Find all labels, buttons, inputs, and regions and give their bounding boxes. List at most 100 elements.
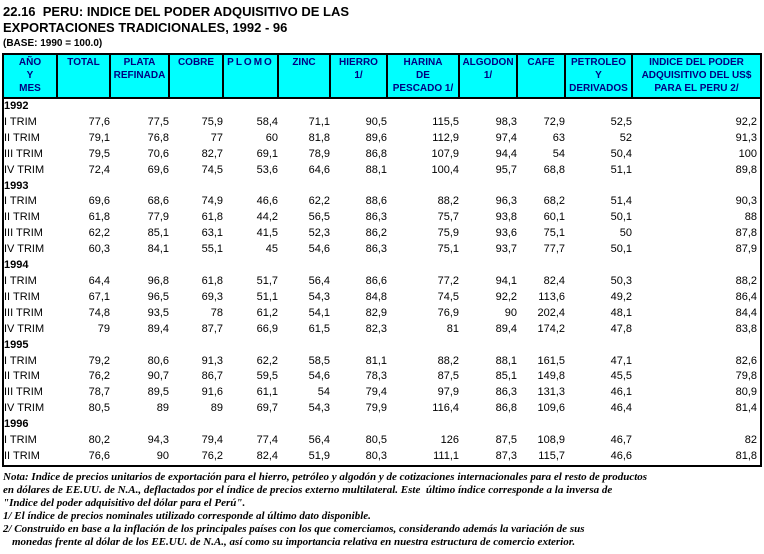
table-cell: 80,5 bbox=[88, 402, 110, 415]
table-cell: 61,8 bbox=[201, 211, 223, 224]
table-cell: 60,3 bbox=[88, 243, 110, 256]
table-cell: 79,4 bbox=[201, 434, 223, 447]
note-line-2: en dólares de EE.UU. de N.A., deflactado… bbox=[3, 483, 613, 496]
table-cell: 79 bbox=[97, 322, 110, 335]
table-cell bbox=[632, 258, 761, 274]
table-cell: 51,1 bbox=[256, 290, 278, 303]
table-cell: 111,1 bbox=[433, 449, 459, 462]
table-cell: 80,6 bbox=[147, 354, 169, 367]
table-cell bbox=[278, 179, 330, 195]
table-cell: 90,3 bbox=[735, 195, 757, 208]
table-cell: 76,8 bbox=[147, 131, 169, 144]
table-cell: 74,5 bbox=[437, 290, 459, 303]
table-cell: 90 bbox=[156, 449, 169, 462]
table-cell bbox=[223, 179, 278, 195]
table-cell: 64,6 bbox=[308, 163, 330, 176]
table-row: II TRIM 76,6 90 76,2 82,4 51,9 80,3 111,1 87,3 11… bbox=[3, 449, 761, 466]
note-line-4: 1/ El índice de precios nominales utiliz… bbox=[3, 509, 371, 522]
table-row: I TRIM 69,6 68,6 74,9 46,6 62,2 88,6 88,2 96,3 68… bbox=[3, 194, 761, 210]
table-cell bbox=[459, 98, 517, 115]
table-cell: 86,8 bbox=[495, 402, 517, 415]
table-cell: 149,8 bbox=[537, 370, 565, 383]
row-label: IV TRIM bbox=[4, 243, 45, 256]
year-row: 1994 bbox=[3, 258, 761, 274]
row-label: III TRIM bbox=[4, 386, 43, 399]
table-cell: 80,2 bbox=[88, 434, 110, 447]
table-cell bbox=[57, 417, 110, 433]
table-cell: 90,7 bbox=[147, 370, 169, 383]
table-cell: 85,1 bbox=[495, 370, 517, 383]
table-cell: 86,2 bbox=[365, 227, 387, 240]
table-cell: 77 bbox=[210, 131, 223, 144]
table-cell: 88,1 bbox=[495, 354, 517, 367]
table-cell bbox=[110, 258, 169, 274]
table-cell: 86,6 bbox=[365, 274, 387, 287]
table-cell: 91,6 bbox=[201, 386, 223, 399]
col-header-total: TOTAL bbox=[56, 53, 111, 99]
table-cell: 51,1 bbox=[610, 163, 632, 176]
row-label: II TRIM bbox=[4, 370, 40, 383]
table-cell: 60 bbox=[265, 131, 278, 144]
table-cell: 86,4 bbox=[735, 290, 757, 303]
table-cell: 91,3 bbox=[735, 131, 757, 144]
table-cell: 48,1 bbox=[610, 306, 632, 319]
table-cell: 84,8 bbox=[365, 290, 387, 303]
table-cell: 69,3 bbox=[201, 290, 223, 303]
table-cell: 52,3 bbox=[308, 227, 330, 240]
year-row: 1996 bbox=[3, 417, 761, 433]
table-cell: 66,9 bbox=[256, 322, 278, 335]
table-cell: 56,4 bbox=[308, 274, 330, 287]
table-cell: 68,8 bbox=[543, 163, 565, 176]
table-cell bbox=[387, 338, 459, 354]
note-line-3: "Indice del poder adquisitivo del dólar … bbox=[3, 496, 246, 509]
table-cell bbox=[517, 179, 565, 195]
table-cell: 88 bbox=[744, 211, 757, 224]
table-row: I TRIM 80,2 94,3 79,4 77,4 56,4 80,5 126 87,5 108… bbox=[3, 433, 761, 449]
row-label: IV TRIM bbox=[4, 402, 45, 415]
table-cell: 70,6 bbox=[147, 147, 169, 160]
title-block: 22.16 PERU: INDICE DEL PODER ADQUISITIVO… bbox=[0, 0, 764, 50]
table-cell: 100 bbox=[738, 147, 757, 160]
table-cell: 79,5 bbox=[88, 147, 110, 160]
table-cell bbox=[110, 179, 169, 195]
table-cell: 69,6 bbox=[88, 195, 110, 208]
table-cell: 81,4 bbox=[735, 402, 757, 415]
table-cell: 54,6 bbox=[308, 370, 330, 383]
row-label: I TRIM bbox=[4, 115, 37, 128]
table-cell bbox=[169, 417, 223, 433]
table-cell: 44,2 bbox=[256, 211, 278, 224]
table-cell: 96,5 bbox=[147, 290, 169, 303]
table-cell: 69,6 bbox=[147, 163, 169, 176]
table-cell: 109,6 bbox=[537, 402, 565, 415]
table-cell bbox=[565, 338, 632, 354]
table-cell: 67,1 bbox=[88, 290, 110, 303]
table-cell bbox=[517, 98, 565, 115]
table-cell: 68,6 bbox=[147, 195, 169, 208]
table-cell: 75,1 bbox=[437, 243, 459, 256]
table-cell bbox=[223, 338, 278, 354]
col-header-plata: PLATA REFINADA bbox=[109, 53, 170, 99]
page-title-line1: 22.16 PERU: INDICE DEL PODER ADQUISITIVO… bbox=[3, 4, 350, 19]
table-cell: 50,1 bbox=[610, 211, 632, 224]
table-cell: 94,4 bbox=[495, 147, 517, 160]
table-cell bbox=[565, 179, 632, 195]
table-cell: 64,4 bbox=[88, 274, 110, 287]
table-cell: 89,6 bbox=[365, 131, 387, 144]
table-cell bbox=[278, 258, 330, 274]
row-label: IV TRIM bbox=[4, 163, 45, 176]
row-label: III TRIM bbox=[4, 147, 43, 160]
table-cell: 82,9 bbox=[365, 306, 387, 319]
base-year-note: (BASE: 1990 = 100.0) bbox=[3, 38, 103, 49]
table-cell: 81,1 bbox=[365, 354, 387, 367]
table-cell bbox=[223, 417, 278, 433]
table-cell: 88,6 bbox=[365, 195, 387, 208]
table-row: I TRIM 79,2 80,6 91,3 62,2 58,5 81,1 88,2 88,1 16… bbox=[3, 354, 761, 370]
table-cell bbox=[57, 98, 110, 115]
table-cell bbox=[459, 417, 517, 433]
row-label: IV TRIM bbox=[4, 322, 45, 335]
table-cell: 93,7 bbox=[495, 243, 517, 256]
table-cell: 79,8 bbox=[735, 370, 757, 383]
table-cell bbox=[223, 98, 278, 115]
table-cell: 77,6 bbox=[88, 115, 110, 128]
